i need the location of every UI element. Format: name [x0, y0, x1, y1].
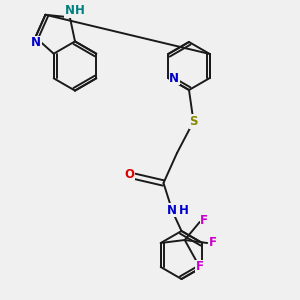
- Text: N: N: [167, 203, 177, 217]
- Text: N: N: [65, 4, 75, 17]
- Text: H: H: [179, 203, 189, 217]
- Text: F: F: [200, 214, 208, 227]
- Text: F: F: [209, 236, 217, 249]
- Text: N: N: [169, 71, 179, 85]
- Text: O: O: [124, 168, 135, 182]
- Text: N: N: [31, 36, 41, 49]
- Text: F: F: [196, 260, 204, 274]
- Text: S: S: [189, 115, 198, 128]
- Text: H: H: [74, 4, 84, 17]
